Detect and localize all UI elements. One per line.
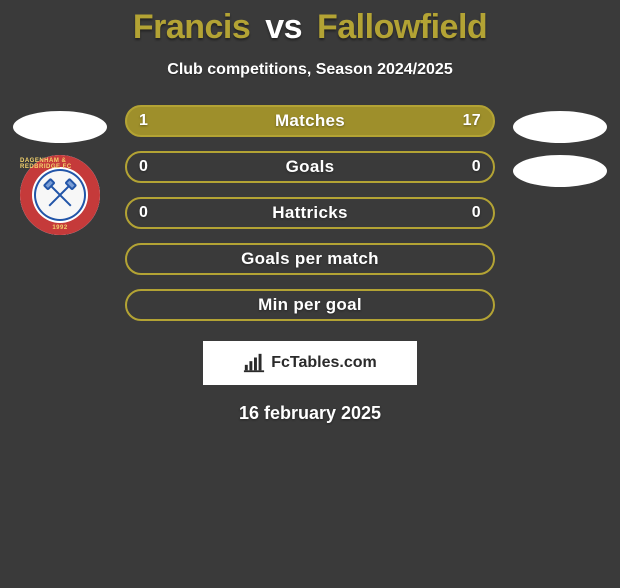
stat-bars: Matches 1 17 Goals 0 0 Hattricks 0 0 Goals per ma…	[120, 105, 500, 321]
stat-left-value: 0	[139, 204, 148, 222]
player1-club-crest: DAGENHAM & REDBRIDGE FC 1992	[20, 155, 100, 235]
stat-bar-mpg: Min per goal	[125, 289, 495, 321]
stat-label: Min per goal	[258, 295, 362, 315]
content-grid: DAGENHAM & REDBRIDGE FC 1992 Matches 1 17 G…	[0, 105, 620, 321]
stat-right-value: 0	[472, 158, 481, 176]
stat-label: Goals per match	[241, 249, 379, 269]
player2-club-placeholder	[513, 155, 607, 187]
vs-separator: vs	[265, 8, 302, 46]
stat-bar-gpm: Goals per match	[125, 243, 495, 275]
subtitle: Club competitions, Season 2024/2025	[0, 61, 620, 79]
crest-text-bottom: 1992	[52, 225, 67, 231]
brand-box[interactable]: FcTables.com	[203, 341, 417, 385]
player1-name: Francis	[133, 8, 250, 46]
comparison-card: Francis vs Fallowfield Club competitions…	[0, 8, 620, 424]
stat-right-value: 0	[472, 204, 481, 222]
player2-avatar-placeholder	[513, 111, 607, 143]
right-column	[500, 105, 620, 187]
stat-right-value: 17	[463, 112, 481, 130]
stat-label: Hattricks	[272, 203, 347, 223]
left-column: DAGENHAM & REDBRIDGE FC 1992	[0, 105, 120, 235]
page-title: Francis vs Fallowfield	[0, 8, 620, 47]
player1-avatar-placeholder	[13, 111, 107, 143]
stat-left-value: 0	[139, 158, 148, 176]
date-label: 16 february 2025	[0, 403, 620, 424]
stat-label: Matches	[275, 111, 345, 131]
crest-text-top: DAGENHAM & REDBRIDGE FC	[20, 158, 100, 170]
chart-bars-icon	[243, 352, 265, 374]
stat-left-value: 1	[139, 112, 148, 130]
player2-name: Fallowfield	[317, 8, 487, 46]
stat-bar-hattricks: Hattricks 0 0	[125, 197, 495, 229]
brand-label: FcTables.com	[271, 354, 377, 372]
stat-label: Goals	[286, 157, 335, 177]
stat-bar-matches: Matches 1 17	[125, 105, 495, 137]
stat-bar-goals: Goals 0 0	[125, 151, 495, 183]
hammers-icon	[42, 177, 78, 213]
